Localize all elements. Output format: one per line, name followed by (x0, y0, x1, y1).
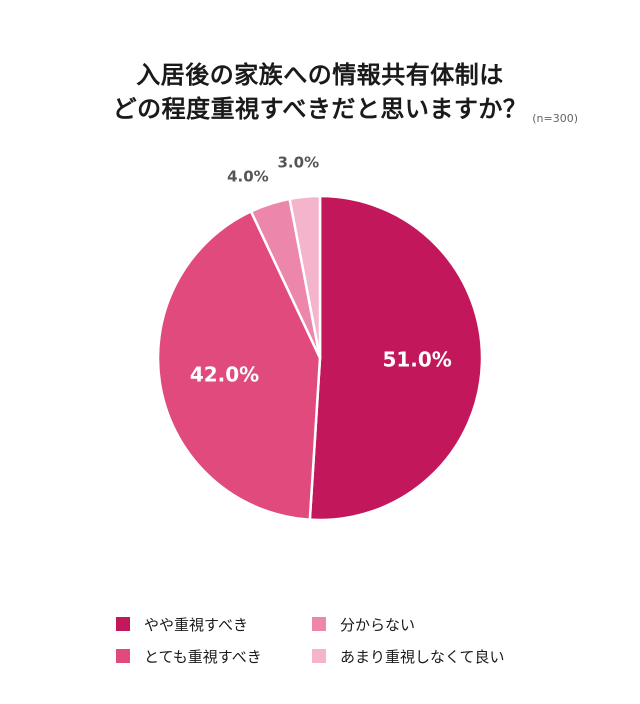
chart-title: 入居後の家族への情報共有体制は どの程度重視すべきだと思いますか？ (0, 58, 640, 126)
slice-very-important (156, 210, 322, 521)
legend-item-dont-know: 分からない (312, 614, 532, 634)
chart-legend: やや重視すべき 分からない とても重視すべき あまり重視しなくて良い (116, 614, 536, 666)
legend-label: やや重視すべき (144, 615, 248, 634)
chart-title-line-1: 入居後の家族への情報共有体制は (136, 61, 504, 89)
legend-item-very-important: とても重視すべき (116, 646, 312, 666)
slice-not-very-important (288, 194, 322, 360)
label-somewhat-important: 51.0% (382, 348, 451, 372)
legend-label: 分からない (340, 615, 416, 634)
legend-item-somewhat-important: やや重視すべき (116, 614, 312, 634)
legend-item-not-very-important: あまり重視しなくて良い (312, 646, 532, 666)
legend-label: あまり重視しなくて良い (340, 647, 505, 666)
legend-swatch (116, 617, 130, 631)
legend-swatch (312, 617, 326, 631)
legend-swatch (116, 649, 130, 663)
label-very-important: 42.0% (190, 363, 259, 387)
sample-size-note: (n=300) (532, 112, 578, 125)
label-not-very-important: 3.0% (278, 153, 320, 171)
chart-title-line-2: どの程度重視すべきだと思いますか？ (112, 95, 528, 123)
legend-swatch (312, 649, 326, 663)
slice-somewhat-important (308, 194, 484, 522)
pie-chart: 51.0% 42.0% 4.0% 3.0% (156, 153, 484, 522)
legend-label: とても重視すべき (144, 647, 262, 666)
label-dont-know: 4.0% (227, 168, 269, 186)
